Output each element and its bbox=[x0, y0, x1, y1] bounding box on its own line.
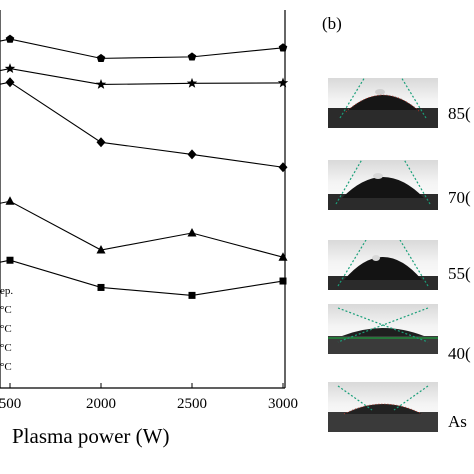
series-4 bbox=[0, 196, 288, 261]
x-tick-label: 3000 bbox=[268, 396, 298, 412]
series-2-point-2 bbox=[95, 78, 107, 89]
series-1-point-4 bbox=[278, 43, 288, 52]
series-5-point-4 bbox=[279, 277, 287, 285]
series-2-point-4 bbox=[277, 77, 289, 88]
line-chart: 500 2000 2500 3000 Plasma power (W) bbox=[0, 10, 298, 448]
series-4-point-2 bbox=[96, 245, 106, 254]
droplet-photo-3 bbox=[328, 240, 438, 290]
series-1-point-3 bbox=[187, 52, 197, 61]
photo-label-4: 40( bbox=[448, 344, 471, 363]
x-tick-label: 2000 bbox=[86, 396, 116, 412]
photo-label-3: 55( bbox=[448, 264, 471, 283]
series-layer bbox=[0, 34, 289, 299]
x-ticks: 500 2000 2500 3000 bbox=[0, 383, 298, 412]
series-5 bbox=[0, 256, 287, 299]
series-4-point-3 bbox=[187, 228, 197, 237]
series-3-line bbox=[0, 81, 284, 168]
series-1-line bbox=[0, 38, 284, 59]
series-4-point-1 bbox=[5, 196, 15, 205]
series-2-line bbox=[0, 68, 284, 86]
photo-label-2: 70( bbox=[448, 188, 471, 207]
droplet-photo-4 bbox=[328, 304, 438, 354]
series-5-line bbox=[0, 259, 284, 296]
x-tick-label: 2500 bbox=[177, 396, 207, 412]
photo-label-1: 85( bbox=[448, 104, 471, 123]
series-5-point-3 bbox=[188, 291, 196, 299]
series-1-point-2 bbox=[96, 53, 106, 63]
legend-entry-2: °C bbox=[0, 304, 12, 316]
x-tick-label: 500 bbox=[0, 396, 21, 412]
series-3-point-1 bbox=[5, 77, 15, 88]
series-1 bbox=[0, 34, 288, 63]
legend-entry-5: °C bbox=[0, 361, 12, 373]
legend-entry-1: ep. bbox=[0, 285, 14, 297]
series-2 bbox=[0, 63, 289, 89]
droplet-photo-1 bbox=[328, 78, 438, 128]
droplet-photo-2 bbox=[328, 160, 438, 210]
series-3-point-2 bbox=[96, 137, 106, 148]
series-5-point-1 bbox=[6, 256, 14, 264]
series-3-point-4 bbox=[278, 162, 288, 173]
photo-label-5: As bbox=[448, 412, 467, 431]
panel-b-label: (b) bbox=[322, 14, 342, 33]
series-3 bbox=[0, 77, 288, 173]
droplet-photo-5 bbox=[328, 382, 438, 432]
series-2-point-3 bbox=[186, 77, 198, 88]
series-1-point-1 bbox=[5, 34, 15, 43]
series-3-point-3 bbox=[187, 149, 197, 160]
series-2-point-1 bbox=[4, 63, 16, 74]
legend-entry-3: °C bbox=[0, 323, 12, 335]
series-4-point-4 bbox=[278, 252, 288, 261]
x-axis-label: Plasma power (W) bbox=[12, 424, 169, 448]
series-4-line bbox=[0, 200, 284, 258]
series-5-point-2 bbox=[97, 283, 105, 291]
legend-entry-4: °C bbox=[0, 342, 12, 354]
